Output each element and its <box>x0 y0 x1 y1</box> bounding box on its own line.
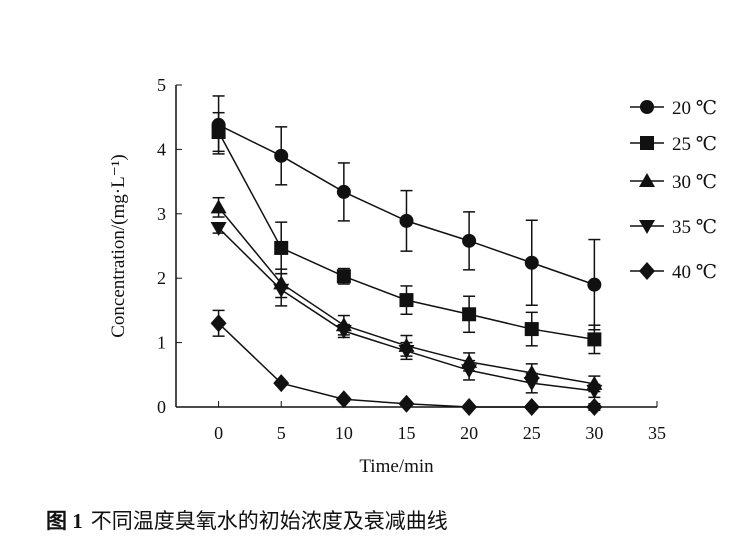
data-point <box>273 374 290 393</box>
data-point <box>523 377 540 392</box>
legend-marker <box>639 262 655 280</box>
data-point <box>210 199 227 214</box>
data-point <box>461 398 478 416</box>
data-point <box>335 325 352 340</box>
y-tick-label: 1 <box>157 333 166 353</box>
data-point <box>586 384 603 399</box>
legend-label: 40 ℃ <box>672 262 717 283</box>
data-point <box>524 255 539 270</box>
y-axis-label: Concentration/(mg·L⁻¹) <box>108 154 129 338</box>
x-tick-label: 15 <box>397 423 415 443</box>
data-point <box>587 332 602 347</box>
legend-label: 35 ℃ <box>672 217 717 238</box>
legend-label: 20 ℃ <box>672 98 717 119</box>
data-point <box>274 240 289 255</box>
data-point <box>462 233 477 248</box>
x-tick-label: 0 <box>214 423 223 443</box>
data-point <box>462 307 477 322</box>
y-tick-label: 0 <box>157 397 166 417</box>
y-tick-label: 4 <box>157 139 166 159</box>
legend-label: 25 ℃ <box>672 134 717 155</box>
x-tick-label: 25 <box>523 423 541 443</box>
data-point <box>586 398 603 416</box>
data-point <box>398 344 415 359</box>
y-tick-label: 2 <box>157 268 166 288</box>
figure-caption: 图 1 不同温度臭氧水的初始浓度及衰减曲线 <box>46 505 448 535</box>
x-tick-label: 10 <box>335 423 353 443</box>
data-point <box>398 394 415 413</box>
caption-label: 图 1 <box>46 509 83 533</box>
legend-marker <box>639 220 655 234</box>
legend-marker <box>640 136 654 150</box>
data-point <box>211 125 226 140</box>
data-point <box>210 314 227 333</box>
data-point <box>336 184 351 199</box>
x-tick-label: 5 <box>277 423 286 443</box>
x-tick-label: 35 <box>648 423 666 443</box>
data-point <box>524 322 539 337</box>
data-point <box>273 283 290 298</box>
y-tick-label: 5 <box>157 75 166 95</box>
data-point <box>336 269 351 284</box>
y-tick-label: 3 <box>157 204 166 224</box>
data-point <box>335 390 352 409</box>
data-point <box>523 364 540 379</box>
x-tick-label: 30 <box>585 423 603 443</box>
x-axis-label: Time/min <box>359 456 434 477</box>
data-point <box>461 364 478 379</box>
legend-marker <box>639 173 655 187</box>
data-point <box>274 148 289 163</box>
data-point <box>399 213 414 228</box>
data-point <box>399 293 414 308</box>
caption-text: 不同温度臭氧水的初始浓度及衰减曲线 <box>90 509 448 533</box>
data-point <box>587 277 602 292</box>
legend-marker <box>640 100 654 114</box>
x-tick-label: 20 <box>460 423 478 443</box>
data-point <box>210 221 227 236</box>
legend-label: 30 ℃ <box>672 172 717 193</box>
data-point <box>523 398 540 416</box>
